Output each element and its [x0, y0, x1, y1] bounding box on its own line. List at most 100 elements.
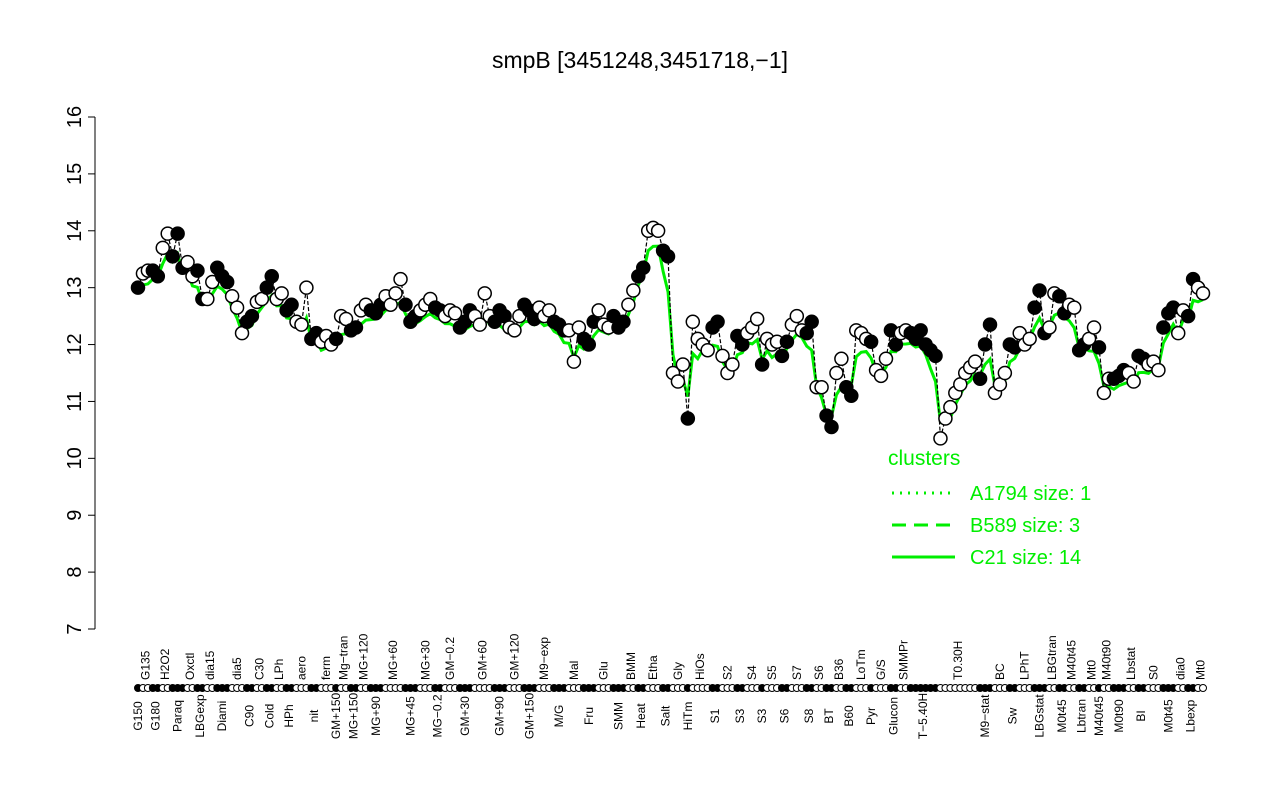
x-tick-label: S0	[1146, 665, 1160, 680]
x-tick-label: MG+60	[386, 640, 400, 680]
x-tick-label: S5	[765, 665, 779, 680]
data-point	[1126, 374, 1141, 389]
data-point	[616, 314, 631, 330]
x-tick-label: Lbstat	[1124, 647, 1138, 680]
legend-entry: A1794 size: 1	[970, 483, 1091, 505]
x-tick-label: dia5	[230, 657, 244, 680]
x-tick-label: Fru	[582, 707, 596, 725]
data-point	[1180, 308, 1196, 324]
legend-entry: B589 size: 3	[970, 515, 1080, 537]
x-tick-label: MG+45	[403, 696, 417, 736]
data-point	[834, 351, 849, 367]
data-point	[1156, 320, 1171, 335]
x-tick-label: Paraq	[171, 700, 185, 732]
x-tick-label: S3	[755, 708, 769, 723]
y-tick-label: 12	[64, 333, 86, 355]
data-point	[878, 351, 894, 367]
x-tick-label: MG+90	[369, 696, 383, 736]
x-tick-label: BI	[1134, 710, 1148, 721]
x-tick-label: Pyr	[864, 707, 878, 725]
data-point	[1151, 362, 1166, 378]
data-point	[774, 348, 790, 364]
data-point	[710, 314, 725, 330]
data-point	[150, 269, 166, 284]
x-tick-label: dia15	[203, 650, 217, 680]
y-tick-label: 14	[64, 220, 86, 242]
data-point	[680, 411, 696, 426]
data-point	[928, 348, 943, 364]
x-tick-label: T0.30H	[951, 641, 965, 680]
x-tick-label: M40t90	[1099, 640, 1113, 680]
y-tick-label: 10	[64, 447, 86, 469]
x-tick-label: MG−0.2	[431, 694, 445, 737]
x-tick-label: MG+120	[356, 633, 370, 680]
data-point	[1091, 340, 1107, 355]
chart-title: smpB [3451248,3451718,−1]	[492, 47, 788, 73]
x-tick-label: GM+120	[507, 633, 521, 680]
x-tick-label: S3	[733, 708, 747, 723]
data-point	[566, 354, 582, 369]
x-tick-label: Lbtran	[1075, 699, 1089, 733]
x-tick-label: LBGstat	[1033, 694, 1047, 738]
x-tick-label: GM+150	[329, 692, 343, 739]
data-point	[274, 286, 289, 301]
data-point	[829, 365, 844, 381]
x-tick-label: Sw	[1005, 707, 1019, 724]
x-tick-label: G180	[148, 701, 162, 731]
data-point	[328, 331, 344, 347]
data-point	[591, 303, 606, 318]
data-point	[284, 297, 299, 312]
x-tick-label: GM+60	[475, 640, 489, 680]
legend-entry: C21 size: 14	[970, 547, 1081, 569]
x-tick-label: nit	[307, 709, 321, 722]
x-tick-label: Gly	[671, 662, 685, 680]
data-point	[650, 223, 666, 239]
data-point	[581, 337, 597, 352]
x-tick-label: S7	[790, 665, 804, 680]
data-point	[715, 348, 730, 364]
x-tick-label: LoTm	[854, 649, 868, 680]
data-point	[348, 320, 364, 335]
x-rug	[134, 684, 1207, 692]
x-tick-label: HPh	[282, 704, 296, 727]
x-tick-label: C30	[252, 658, 266, 680]
x-tick-label: HiOs	[693, 653, 707, 680]
data-point	[1022, 331, 1037, 347]
data-point	[982, 317, 998, 332]
x-tick-label: GM−0.2	[443, 637, 457, 680]
x-tick-label: B36	[832, 658, 846, 680]
x-tick-label: Cold	[262, 704, 276, 729]
x-tick-label: HiTm	[681, 702, 695, 731]
x-tick-label: M/G	[552, 705, 566, 728]
data-point	[388, 286, 403, 301]
legend-title: clusters	[888, 447, 960, 470]
x-tick-label: B60	[842, 705, 856, 727]
x-tick-label: Glucon	[886, 697, 900, 735]
data-point	[1052, 288, 1067, 304]
y-tick-label: 11	[64, 391, 86, 412]
y-tick-label: 8	[64, 567, 86, 578]
x-tick-label: G/S	[874, 659, 888, 680]
data-points	[130, 220, 1211, 446]
legend: clusters A1794 size: 1 B589 size: 3 C21 si…	[888, 447, 1091, 569]
x-tick-label: BC	[993, 663, 1007, 680]
x-tick-label: Heat	[634, 703, 648, 729]
x-tick-label: S4	[745, 665, 759, 680]
data-point	[863, 334, 879, 349]
data-point	[977, 337, 993, 352]
data-point	[685, 314, 701, 330]
data-point	[299, 280, 314, 295]
data-point	[229, 300, 245, 315]
x-tick-label: BMM	[624, 652, 638, 680]
data-point	[1086, 320, 1102, 335]
x-tick-label: Diami	[215, 701, 229, 732]
data-point	[1096, 385, 1112, 401]
data-point	[749, 311, 765, 327]
data-point	[913, 323, 928, 338]
x-tick-label: M0t90	[1112, 699, 1126, 733]
data-point	[1195, 286, 1211, 301]
x-tick-label: M40t45	[1092, 696, 1106, 736]
data-point	[393, 271, 408, 287]
x-tick-label: S6	[812, 665, 826, 680]
